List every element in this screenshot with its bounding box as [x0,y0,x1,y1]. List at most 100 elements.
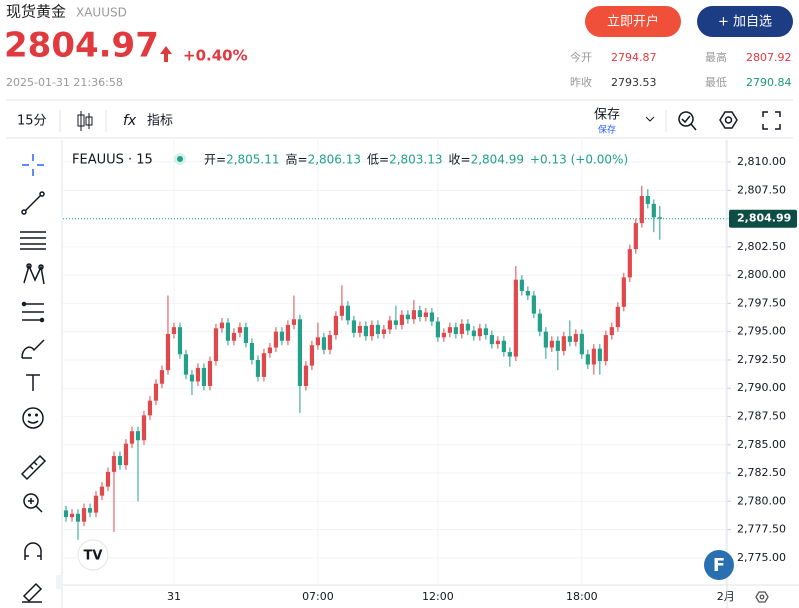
legend-value: 2,803.13 [389,153,442,167]
candle-body [645,195,650,204]
candle-body [555,340,560,351]
pattern-tool[interactable] [23,263,45,285]
candle-body [63,510,69,518]
emoji-tool[interactable] [22,407,44,429]
legend-key: 高= [286,152,308,167]
save-menu-chevron[interactable] [645,116,655,122]
candle-body [213,328,219,362]
candle-body [381,329,387,334]
projection-tool[interactable] [21,301,45,323]
candle-body [147,400,153,416]
candle-body [579,333,584,355]
candle-body [621,277,626,307]
candle-body [237,327,243,333]
svg-text:TV: TV [84,549,103,564]
candle-body [441,332,446,338]
f-badge[interactable]: F [704,550,734,580]
alert-button[interactable] [678,111,697,131]
y-tick-label: 2,795.00 [737,325,786,338]
stat-value: 2790.84 [746,76,792,89]
chart-type-button[interactable] [77,111,93,131]
candle-body [297,319,303,386]
candle-body [465,323,470,331]
text-tool[interactable] [26,374,40,391]
legend-value: 2,804.99 [471,153,524,167]
stat-label: 最低 [705,76,727,89]
candle-body [249,342,255,360]
candle-body [411,310,416,320]
candle-body [627,249,632,278]
indicators-button[interactable]: 指标 [147,114,173,129]
y-tick-label: 2,810.00 [737,155,786,168]
candle-body [363,326,369,337]
candle-body [231,332,237,341]
settings-button-core [724,116,733,124]
axis-settings[interactable] [755,591,769,603]
candle-body [591,348,596,365]
candle-body [159,370,165,384]
candle-body [567,336,572,342]
candle-body [537,313,542,332]
x-tick-label: 07:00 [302,590,334,603]
instrument-name: 现货黄金 [6,3,66,21]
zoom-tool[interactable] [23,493,43,513]
magnet-tool[interactable] [24,542,42,560]
stat-label: 最高 [705,50,727,64]
save-status: 保存 [598,124,616,136]
candle-body [549,340,554,348]
candle-body [117,456,123,466]
candle-body [171,327,177,334]
add-watchlist-button[interactable] [697,6,793,37]
candle-body [279,331,285,341]
candle-body [609,327,614,336]
candle-body [399,314,404,325]
candle-body [183,354,189,375]
candle-body [489,335,494,345]
crosshair-tool[interactable] [22,154,44,176]
settings-button[interactable] [719,111,738,129]
y-tick-label: 2,787.50 [737,409,786,422]
candle-body [597,348,602,362]
ruler-tool[interactable] [20,454,47,481]
stat-label: 今开 [570,50,592,64]
fullscreen-button[interactable] [762,111,781,130]
lock-draw-tool[interactable] [22,582,43,603]
y-tick-label: 2,790.00 [737,381,786,394]
candle-body [273,331,279,348]
trendline-tool[interactable] [21,191,45,215]
channel-tool[interactable] [20,231,46,250]
candle-body [207,361,213,386]
add-watchlist-label[interactable]: + 加自选 [718,15,772,30]
candle-body [495,340,500,345]
stat-label: 昨收 [570,75,592,89]
candle-body [267,347,273,354]
candle-body [543,331,548,348]
interval-button[interactable]: 15分 [17,114,47,129]
save-button[interactable]: 保存 [594,108,620,123]
candle-body [141,415,147,441]
candle-body [75,513,81,522]
tradingview-logo: TV [77,539,109,571]
candle-body [285,324,291,341]
brush-tool[interactable] [21,339,45,359]
legend-value: 2,806.13 [308,153,361,167]
candle-body [327,335,333,350]
legend-value: 2,805.11 [226,153,279,167]
x-tick-label: 12:00 [422,590,454,603]
candle-body [405,314,410,320]
candle-body [375,324,381,334]
open-account-button[interactable] [585,6,681,37]
chart: 2,775.00 2,777.50 2,780.00 2,782.50 2,785.00… [63,140,786,603]
candle-body [507,352,512,357]
y-tick-label: 2,785.00 [737,438,786,451]
candle-body [195,367,201,382]
open-account-label[interactable]: 立即开户 [607,14,659,30]
fx-icon[interactable]: fx [123,113,137,129]
candle-body [573,333,578,342]
candle-body [615,306,620,328]
symbol-label: FEAUUS · 15 [72,153,153,168]
candle-body [69,513,75,518]
candle-body [225,322,231,341]
sidebar-collapse[interactable] [56,575,62,589]
y-tick-label: 2,807.50 [737,183,786,196]
